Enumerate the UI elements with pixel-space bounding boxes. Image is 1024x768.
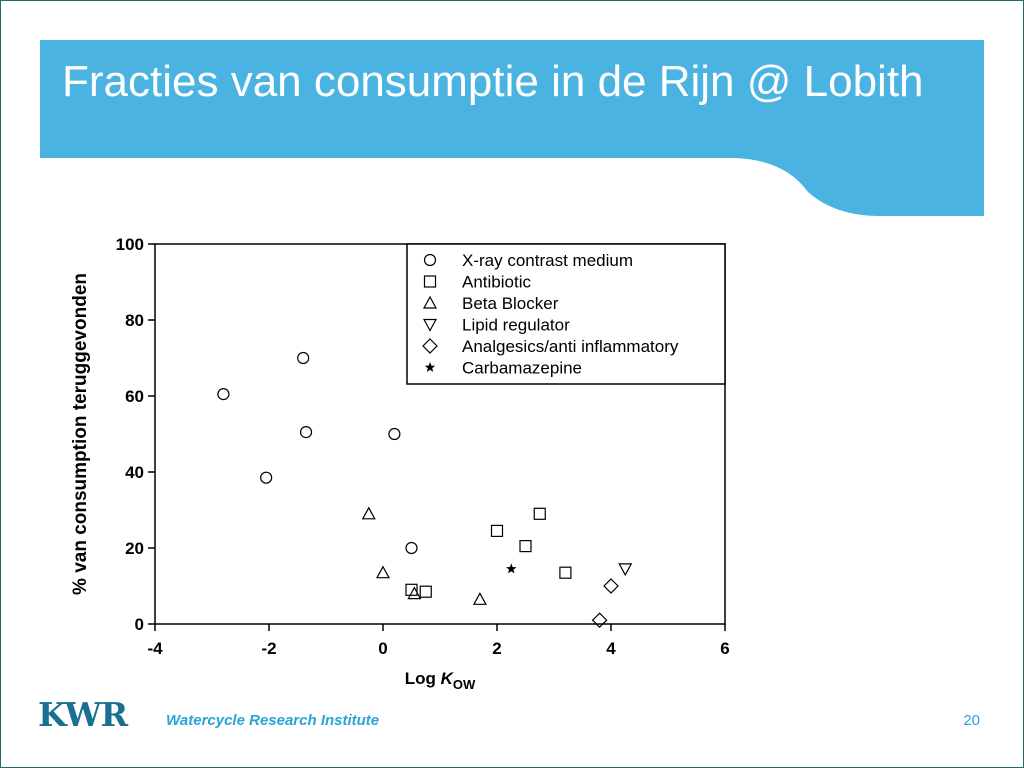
legend-box bbox=[406, 243, 726, 385]
legend: X-ray contrast medium Antibiotic Beta Bloc… bbox=[406, 243, 726, 385]
footer-text: Watercycle Research Institute bbox=[166, 712, 380, 729]
title-banner bbox=[40, 40, 984, 216]
data-point-square bbox=[405, 583, 418, 596]
data-point-square bbox=[419, 585, 432, 598]
data-point-square bbox=[559, 566, 572, 579]
x-tick-label: -4 bbox=[147, 639, 163, 658]
x-axis-label-italic: K bbox=[441, 669, 455, 688]
x-tick-label: 0 bbox=[378, 639, 387, 658]
data-point-circle bbox=[297, 351, 310, 365]
legend-marker-triangle-up bbox=[422, 295, 438, 309]
data-point-triangle-up bbox=[375, 565, 391, 579]
x-axis-label-main: Log bbox=[405, 669, 441, 688]
data-point-triangle-up bbox=[472, 592, 487, 605]
y-tick-label: 40 bbox=[125, 463, 144, 482]
data-point-triangle-down bbox=[618, 563, 633, 577]
y-axis: 0 20 40 60 80 100 bbox=[116, 235, 155, 634]
legend-marker-triangle-down bbox=[422, 318, 438, 332]
data-point-circle bbox=[388, 427, 401, 441]
data-point-star bbox=[506, 563, 517, 574]
x-tick-label: 2 bbox=[492, 639, 501, 658]
data-point-diamond bbox=[591, 612, 608, 629]
legend-label: Lipid regulator bbox=[462, 316, 570, 335]
legend-marker-square bbox=[423, 275, 437, 288]
data-point-circle bbox=[260, 471, 273, 484]
data-point-circle bbox=[299, 426, 313, 439]
y-axis-label: % van consumption teruggevonden bbox=[70, 273, 91, 595]
x-tick-label: 6 bbox=[720, 639, 729, 658]
y-tick-label: 60 bbox=[125, 387, 144, 406]
legend-marker-diamond bbox=[422, 338, 438, 354]
y-tick-label: 100 bbox=[116, 235, 144, 254]
x-tick-label: 4 bbox=[606, 639, 616, 658]
x-tick-label: -2 bbox=[261, 639, 276, 658]
data-point-diamond bbox=[603, 578, 619, 594]
data-markers bbox=[217, 351, 633, 629]
data-point-square bbox=[490, 524, 504, 538]
x-axis-label-subscript: OW bbox=[453, 677, 476, 692]
kwr-logo-text: KWR bbox=[38, 695, 129, 734]
slide-title: Fracties van consumptie in de Rijn @ Lob… bbox=[62, 57, 924, 106]
x-axis-label: Log KOW bbox=[405, 669, 476, 692]
legend-label: Carbamazepine bbox=[462, 359, 582, 378]
legend-label: Beta Blocker bbox=[462, 294, 559, 313]
data-point-circle bbox=[405, 541, 418, 555]
legend-marker-circle bbox=[423, 253, 437, 267]
data-point-triangle-up bbox=[361, 506, 376, 520]
legend-marker-star bbox=[424, 362, 436, 372]
legend-label: Analgesics/anti inflammatory bbox=[462, 337, 679, 356]
kwr-logo: KWR bbox=[38, 695, 130, 734]
legend-label: Antibiotic bbox=[462, 273, 531, 292]
x-axis: -4 -2 0 2 4 6 bbox=[147, 624, 730, 658]
legend-label: X-ray contrast medium bbox=[462, 251, 633, 270]
data-point-square bbox=[519, 539, 532, 553]
page-number: 20 bbox=[963, 712, 980, 729]
data-point-triangle-up bbox=[407, 586, 422, 600]
data-point-circle bbox=[217, 388, 230, 401]
y-tick-label: 20 bbox=[125, 539, 144, 558]
data-point-square bbox=[533, 507, 546, 520]
y-tick-label: 80 bbox=[125, 311, 144, 330]
y-tick-label: 0 bbox=[135, 615, 144, 634]
